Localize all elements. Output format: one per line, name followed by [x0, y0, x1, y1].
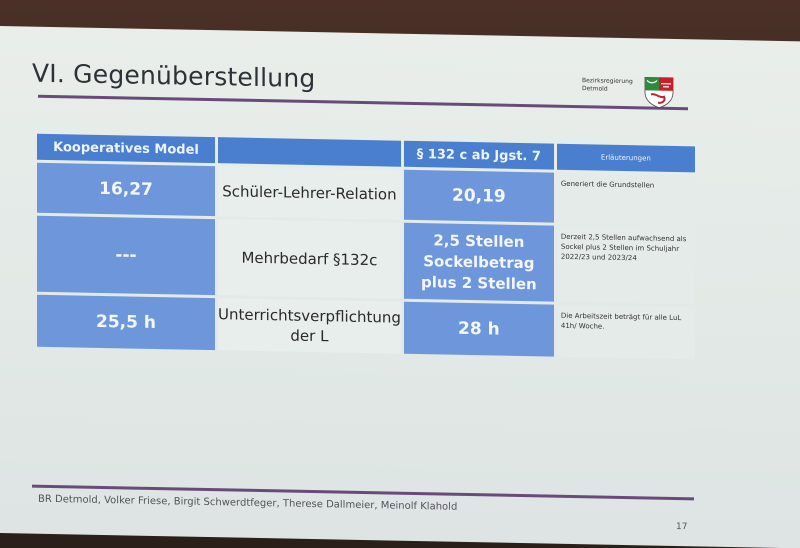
row-1-right-value: 20,19 [403, 169, 554, 223]
row-2-label: Mehrbedarf §132c [218, 219, 401, 299]
row-1-left-value: 16,27 [37, 162, 215, 217]
header-paragraph-132c: § 132 c ab Jgst. 7 [403, 140, 554, 170]
page-number: 17 [676, 521, 688, 533]
header-criterion [218, 137, 401, 167]
row-3-right-value: 28 h [403, 301, 554, 357]
row-2-left-value: --- [37, 215, 215, 296]
table-row: 16,27 Schüler-Lehrer-Relation 20,19 Gene… [37, 162, 695, 226]
header-kooperatives-model: Kooperatives Model [37, 133, 215, 164]
row-3-left-value: 25,5 h [37, 294, 215, 351]
row-3-note: Die Arbeitszeit beträgt für alle LuL 41h… [556, 304, 695, 360]
row-3-label: Unterrichtsverpflichtung der L [218, 298, 401, 354]
comparison-table: Kooperatives Model § 132 c ab Jgst. 7 Er… [34, 131, 698, 363]
slide-title: VI. Gegenüberstellung [32, 58, 316, 94]
projected-slide: VI. Gegenüberstellung Bezirksregierung D… [0, 26, 800, 548]
footer-authors: BR Detmold, Volker Friese, Birgit Schwer… [38, 493, 458, 513]
row-1-note: Generiert die Grundstellen [556, 172, 695, 226]
nrw-coat-of-arms-icon [644, 76, 674, 109]
row-2-right-value: 2,5 Stellen Sockelbetrag plus 2 Stellen [403, 222, 554, 302]
table-row: 25,5 h Unterrichtsverpflichtung der L 28… [37, 294, 695, 360]
table-row: --- Mehrbedarf §132c 2,5 Stellen Sockelb… [37, 215, 695, 305]
org-line-2: Detmold [582, 85, 608, 93]
row-1-label: Schüler-Lehrer-Relation [218, 166, 401, 220]
row-2-note: Derzeit 2,5 Stellen aufwachsend als Sock… [556, 225, 695, 305]
title-divider [38, 94, 688, 111]
org-logo-text: Bezirksregierung Detmold [582, 77, 633, 94]
header-erlaeuterungen: Erläuterungen [556, 143, 695, 173]
